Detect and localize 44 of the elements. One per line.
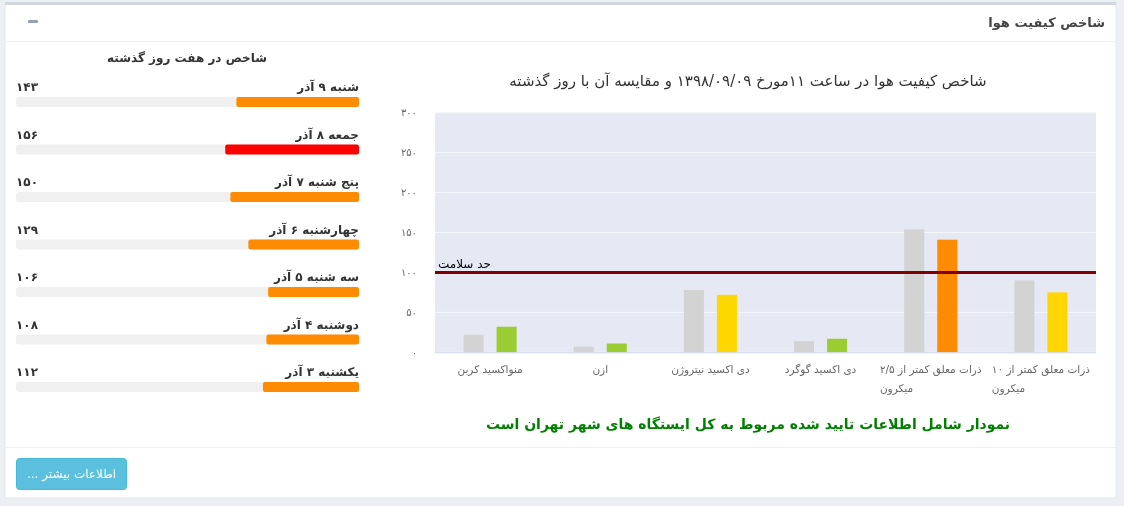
y-tick-label: ۲۵۰ — [400, 147, 417, 159]
x-tick-label: دی اکسید نیتروژن — [671, 363, 750, 377]
bar — [827, 338, 848, 353]
y-tick-label: ۰ — [411, 346, 417, 358]
y-tick-label: شنبه ۹ آذر — [296, 79, 359, 94]
y-tick-label: ۱۵۰ — [400, 227, 417, 238]
bar — [1014, 280, 1035, 353]
x-tick-label: منواکسید کربن — [457, 363, 523, 377]
chart-title: شاخص در هفت روز گذشته — [107, 51, 267, 66]
data-label: ۱۴۳ — [16, 80, 39, 94]
ref-line-label: حد سلامت — [438, 257, 491, 272]
text: شاخص کیفیت هوا — [988, 14, 1105, 30]
bar — [937, 239, 958, 353]
data-label: ۱۵۶ — [16, 127, 38, 142]
y-tick-label: ۵۰ — [406, 306, 417, 318]
text: نمودار شامل اطلاعات تایید شده مربوط به کل ایستگاه های شهر تهران است — [485, 416, 1011, 433]
x-tick-label: دی اکسید گوگرد — [784, 363, 857, 377]
data-label: ۱۰۶ — [16, 270, 38, 284]
y-tick-label: جمعه ۸ آذر — [294, 126, 359, 142]
y-tick-label: ۱۰۰ — [400, 266, 417, 278]
data-label: ۱۵۰ — [16, 175, 38, 189]
bar — [463, 334, 484, 353]
y-tick-label: پنج شنبه ۷ آذر — [274, 174, 359, 189]
bar — [1047, 292, 1068, 353]
y-tick-label: ۲۰۰ — [400, 187, 417, 199]
data-label: ۱۰۸ — [16, 317, 39, 332]
bar — [904, 229, 925, 353]
y-tick-label: چهارشنبه ۶ آذر — [268, 221, 359, 237]
x-tick-label: ذرات معلق کمتر از ۲/۵ میکرون — [879, 363, 982, 396]
bar — [716, 294, 737, 353]
y-tick-label: دوشنبه ۴ آذر — [282, 316, 359, 333]
bar — [496, 326, 517, 353]
bar — [794, 341, 815, 353]
y-tick-label: ۳۰۰ — [400, 107, 417, 119]
x-tick-label: ذرات معلق کمتر از ۱۰ میکرون — [991, 363, 1091, 396]
y-tick-label: یکشنبه ۳ آذر — [284, 364, 359, 379]
x-tick-label: ازن — [592, 363, 609, 377]
chart-title: شاخص کیفیت هوا در ساعت ۱۱مورخ ۱۳۹۸/۰۹/۰۹ و مقایسه آن با روز گذشته — [509, 72, 987, 90]
bar — [606, 343, 627, 353]
data-label: ۱۱۲ — [16, 365, 39, 379]
data-label: ۱۲۹ — [16, 222, 39, 237]
y-tick-label: سه شنبه ۵ آذر — [273, 269, 359, 284]
button: اطلاعات بیشتر ... — [16, 458, 127, 490]
bar — [683, 290, 704, 353]
